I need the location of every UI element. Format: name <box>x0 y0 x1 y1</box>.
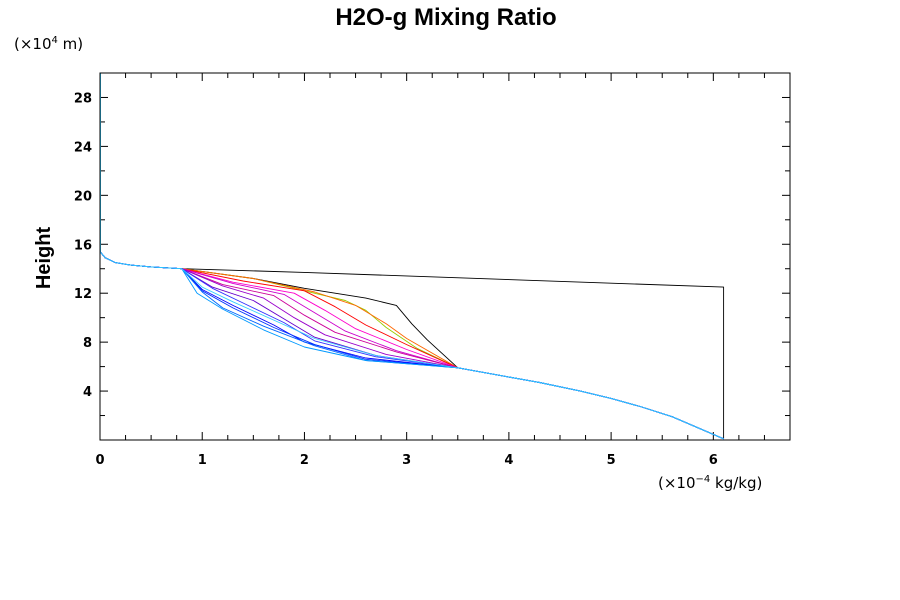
x-axis-unit: (×10−4 kg/kg) <box>658 474 762 492</box>
y-tick-label: 12 <box>74 287 92 302</box>
y-tick-label: 8 <box>83 336 92 351</box>
y-axis-unit-prefix: (×10 <box>14 35 52 53</box>
x-axis-unit-suffix: kg/kg) <box>710 474 762 492</box>
x-tick-label: 4 <box>504 453 513 468</box>
x-axis-unit-exponent: −4 <box>696 474 711 485</box>
y-axis-unit-suffix: m) <box>58 35 83 53</box>
x-tick-label: 0 <box>95 453 104 468</box>
axis-ticks <box>99 72 791 441</box>
x-tick-label: 1 <box>198 453 207 468</box>
y-tick-label: 16 <box>74 238 92 253</box>
chart-title: H2O-g Mixing Ratio <box>335 4 556 31</box>
y-axis-title: Height <box>33 227 55 290</box>
x-tick-label: 6 <box>709 453 718 468</box>
x-tick-label: 2 <box>300 453 309 468</box>
plot-frame <box>99 72 791 441</box>
y-tick-label: 28 <box>74 91 92 106</box>
series-line <box>100 251 724 440</box>
y-axis-unit-exponent: 4 <box>52 35 58 46</box>
x-axis-unit-prefix: (×10 <box>658 474 696 492</box>
x-tick-label: 5 <box>607 453 616 468</box>
y-tick-label: 20 <box>74 189 92 204</box>
y-tick-label: 4 <box>83 385 92 400</box>
y-tick-label: 24 <box>74 140 92 155</box>
x-tick-label: 3 <box>402 453 411 468</box>
series-layer <box>100 73 725 440</box>
y-axis-unit: (×104 m) <box>14 35 83 53</box>
